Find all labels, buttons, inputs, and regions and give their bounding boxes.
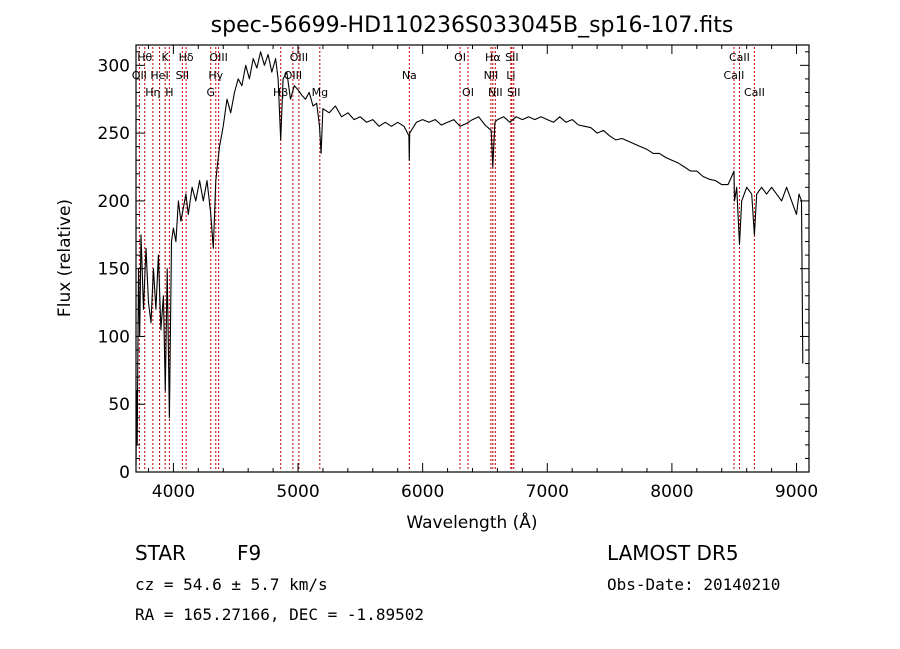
- plot-frame: [135, 44, 810, 473]
- y-tick-label: 50: [108, 395, 130, 415]
- line-label: OII: [132, 69, 147, 82]
- x-tick-label: 9000: [775, 482, 818, 502]
- line-label: K: [162, 51, 170, 64]
- coordinates: RA = 165.27166, DEC = -1.89502: [135, 605, 424, 624]
- line-label: OI: [454, 51, 466, 64]
- line-label: CaII: [744, 86, 765, 99]
- line-label: G: [207, 86, 216, 99]
- y-axis-label: Flux (relative): [55, 199, 75, 317]
- y-tick-label: 100: [98, 327, 130, 347]
- x-tick-label: 7000: [526, 482, 569, 502]
- x-tick-label: 5000: [276, 482, 319, 502]
- line-label: OIII: [284, 69, 302, 82]
- chart-title: spec-56699-HD110236S033045B_sp16-107.fit…: [211, 13, 734, 38]
- line-label: Na: [402, 69, 417, 82]
- x-axis-label: Wavelength (Å): [406, 511, 537, 533]
- line-label: Hη: [145, 86, 160, 99]
- object-subclass: F9: [237, 541, 262, 565]
- line-label: Li: [506, 69, 515, 82]
- y-tick-label: 250: [98, 124, 130, 144]
- line-label: Hγ: [208, 69, 223, 82]
- line-label: H: [165, 86, 173, 99]
- y-tick-label: 200: [98, 192, 130, 212]
- line-label: OIII: [290, 51, 308, 64]
- line-label: NII: [484, 69, 499, 82]
- line-label: Hθ: [137, 51, 152, 64]
- line-label: Hδ: [179, 51, 194, 64]
- line-label: NII: [488, 86, 503, 99]
- line-label: OIII: [209, 51, 227, 64]
- object-class: STAR: [135, 541, 186, 565]
- y-tick-label: 150: [98, 260, 130, 280]
- line-label: Hβ: [273, 86, 288, 99]
- spectrum-line: [135, 51, 804, 466]
- redshift-value: cz = 54.6 ± 5.7 km/s: [135, 575, 328, 594]
- line-label: SII: [507, 86, 520, 99]
- y-axis: 0 50 100 150 200 250 300: [98, 51, 809, 483]
- x-tick-label: 6000: [401, 482, 444, 502]
- x-tick-label: 8000: [650, 482, 693, 502]
- obs-date: Obs-Date: 20140210: [607, 575, 781, 594]
- line-label: Mg: [312, 86, 328, 99]
- line-label: HeI: [150, 69, 168, 82]
- line-label: SII: [176, 69, 189, 82]
- line-label: OI: [462, 86, 474, 99]
- line-label: CaII: [724, 69, 745, 82]
- survey-name: LAMOST DR5: [607, 541, 739, 565]
- y-tick-label: 0: [119, 463, 130, 483]
- line-label-group: OIIHθHηHeIKHSIIHδGHγOIIIHβOIIIOIIIMgNaOI…: [132, 51, 765, 99]
- line-label: SII: [505, 51, 518, 64]
- x-axis: 4000 5000 6000 7000 8000 9000: [147, 45, 818, 502]
- y-tick-label: 300: [98, 56, 130, 76]
- x-tick-label: 4000: [152, 482, 195, 502]
- line-label: Hα: [485, 51, 501, 64]
- line-marker-group: [138, 47, 755, 471]
- line-label: CaII: [729, 51, 750, 64]
